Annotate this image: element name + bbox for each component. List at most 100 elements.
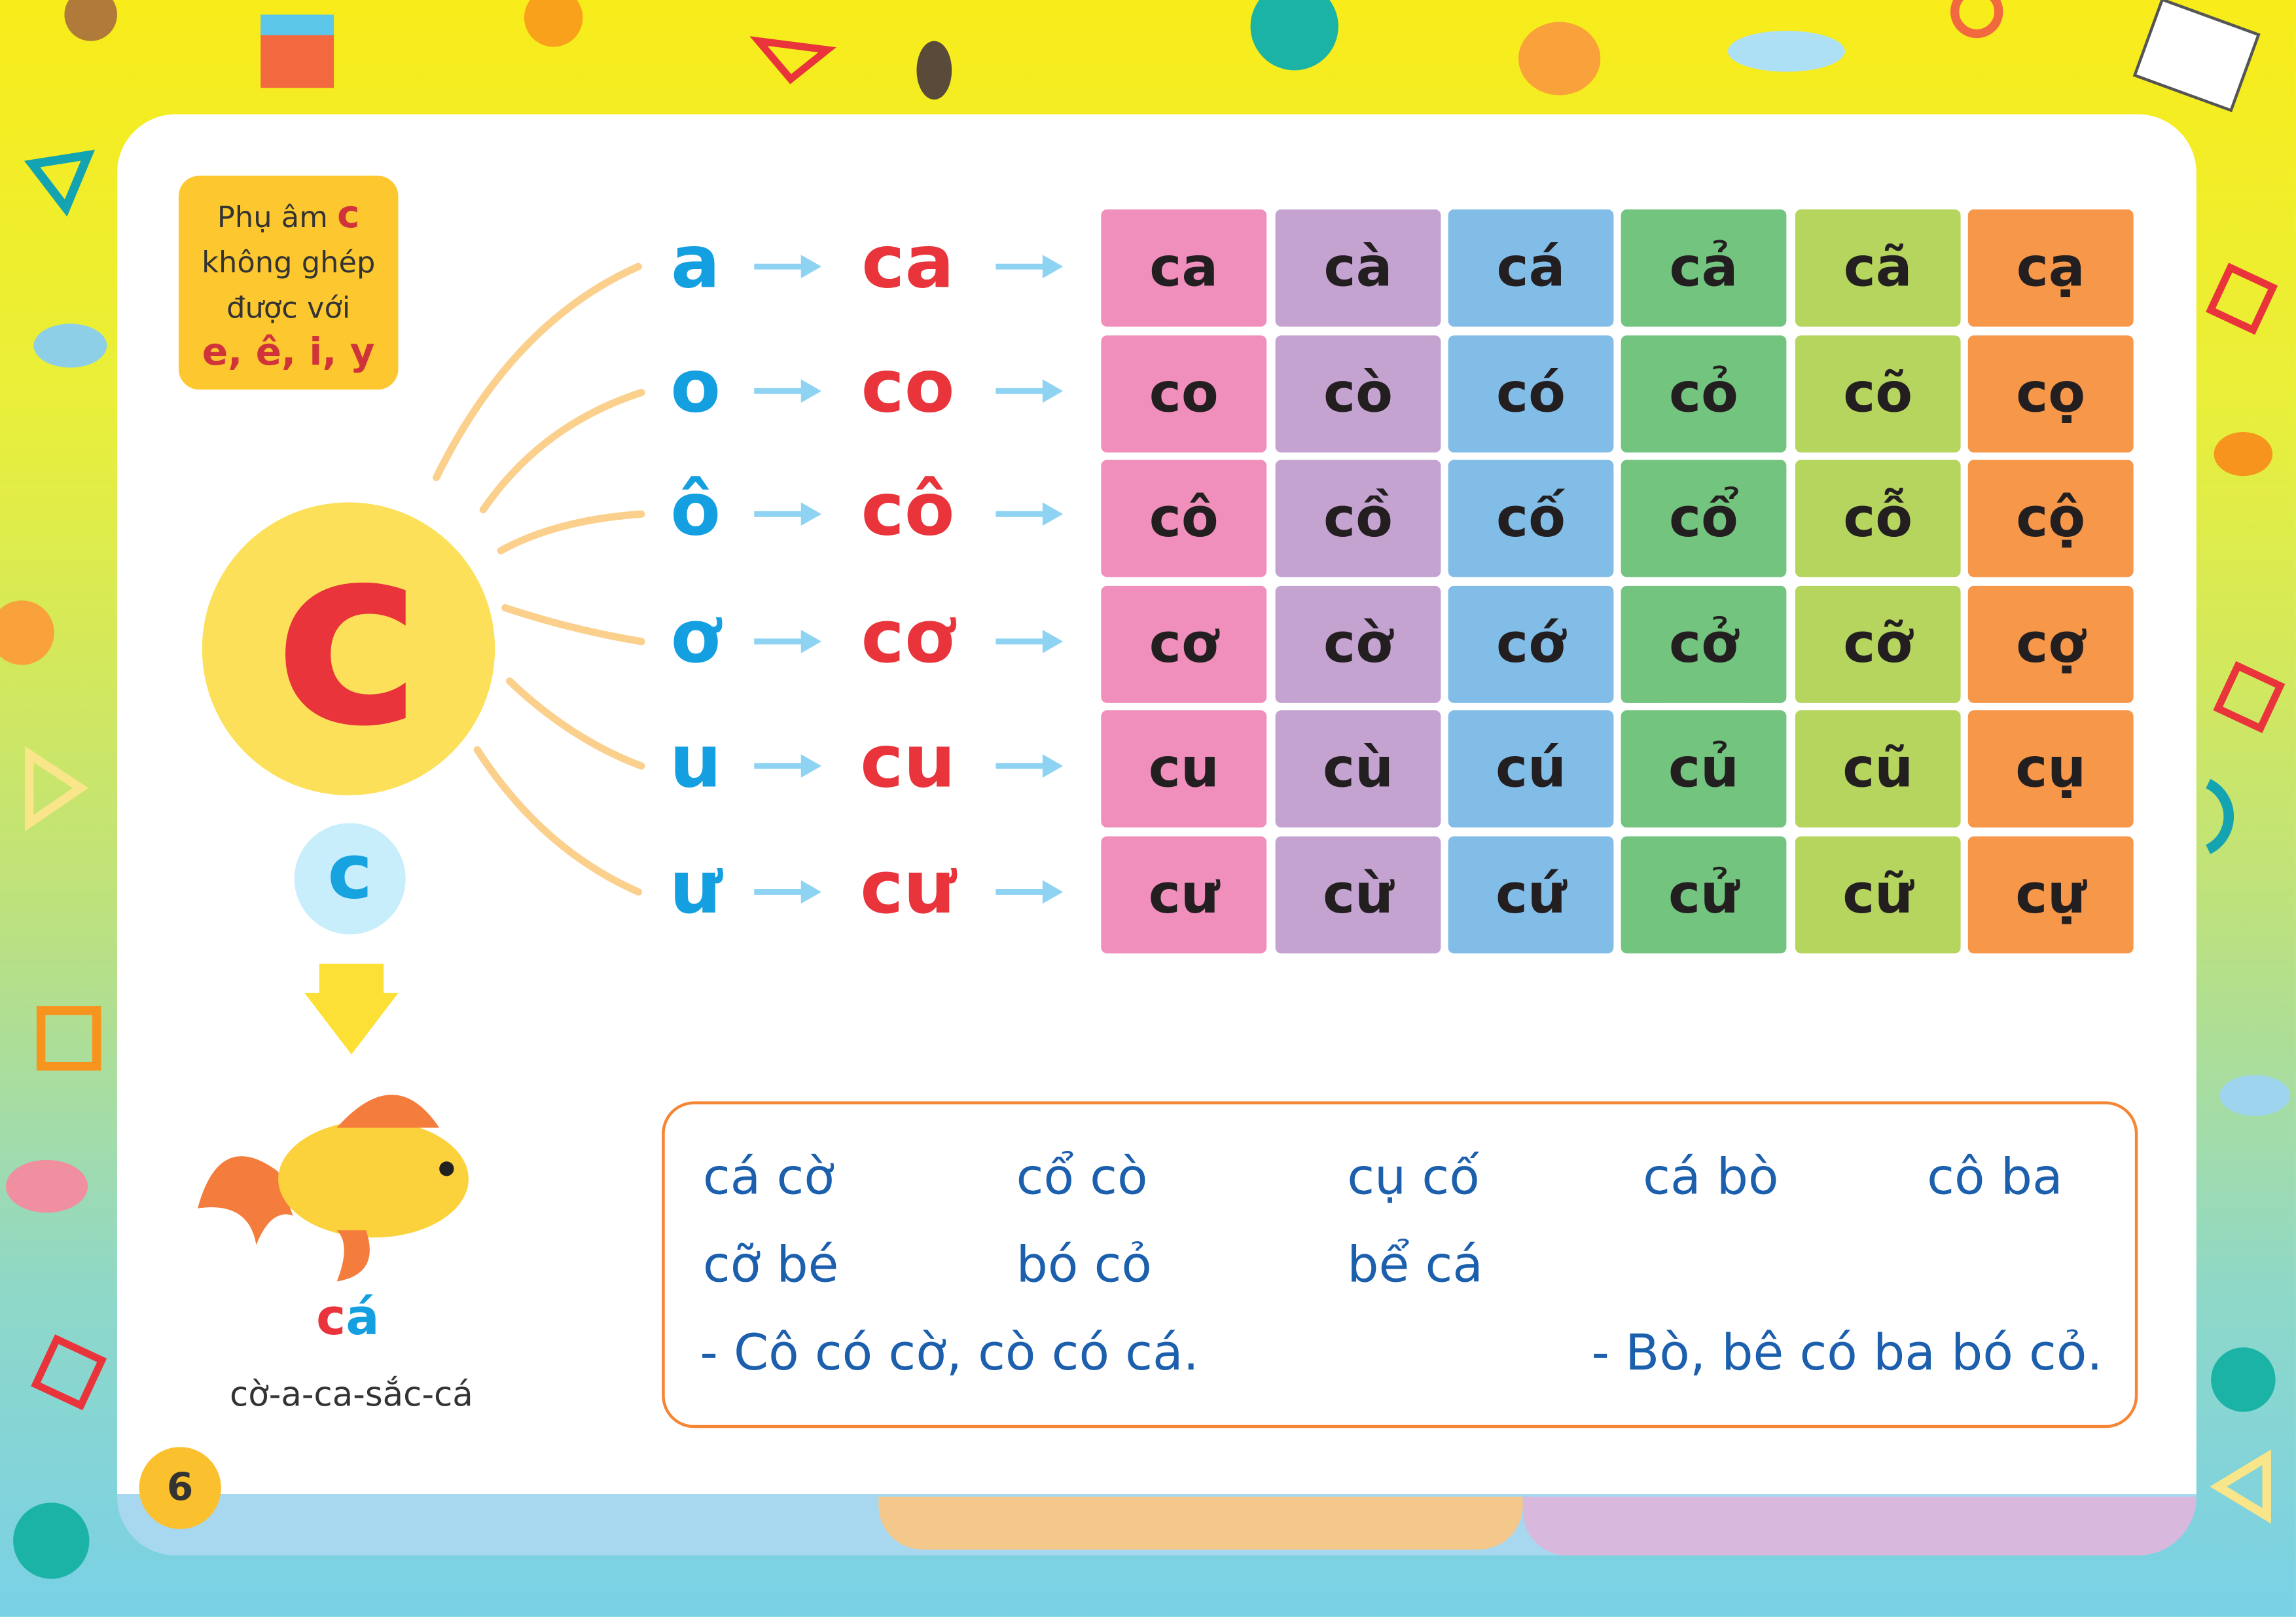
orange-slice-icon xyxy=(13,1502,90,1579)
reading-sentence: - Bò, bê có ba bó cỏ. xyxy=(1591,1324,2103,1383)
spelling: cờ-a-ca-sắc-cá xyxy=(229,1376,473,1415)
tone-cell: cử xyxy=(1621,836,1787,954)
tone-cell: cừ xyxy=(1275,836,1441,954)
book-icon xyxy=(2132,0,2261,113)
tone-cell: cu xyxy=(1101,710,1267,828)
orange-slice-icon xyxy=(0,600,54,665)
excluded-vowels: e, ê, i, y xyxy=(202,331,375,375)
fish-word-rest: á xyxy=(346,1288,380,1348)
right-arrow-icon xyxy=(754,502,822,526)
goldfish-icon xyxy=(198,1095,469,1282)
tone-cell: cổ xyxy=(1621,460,1787,577)
tone-cell: cớ xyxy=(1448,585,1614,703)
tone-cell: cù xyxy=(1275,710,1441,828)
tone-cell: cũ xyxy=(1795,710,1961,828)
square-icon xyxy=(2206,263,2278,335)
syllable: ca xyxy=(861,219,954,305)
bug-icon xyxy=(2214,431,2273,477)
syllable: cô xyxy=(861,467,955,553)
right-arrow-icon xyxy=(754,754,822,778)
vowel: ô xyxy=(670,467,721,553)
vowel: u xyxy=(669,719,722,805)
reading-word: cỡ bé xyxy=(702,1236,839,1295)
branch-arrow xyxy=(497,510,645,554)
square-icon xyxy=(2213,661,2286,733)
butterfly-icon xyxy=(5,1159,88,1213)
tone-cell: cô xyxy=(1101,460,1267,577)
right-arrow-icon xyxy=(754,629,822,653)
triangle-icon xyxy=(24,149,96,217)
triangle-icon xyxy=(25,746,89,832)
right-arrow-icon xyxy=(996,754,1064,778)
vowel: o xyxy=(670,344,721,429)
tone-cell: ca xyxy=(1101,209,1267,327)
tone-cell: cứ xyxy=(1448,836,1614,954)
vowel: a xyxy=(670,219,721,305)
tone-cell: cú xyxy=(1448,710,1614,828)
tone-cell: có xyxy=(1448,335,1614,453)
reading-word: cụ cố xyxy=(1347,1148,1480,1207)
butterfly-icon xyxy=(1518,22,1601,96)
arc-icon xyxy=(2206,778,2234,854)
tone-cell: cọ xyxy=(1967,335,2134,453)
big-letter-circle: c xyxy=(202,501,495,795)
syllable: cư xyxy=(860,845,956,930)
tone-cell: cạ xyxy=(1967,209,2134,327)
tone-cell: cự xyxy=(1967,836,2134,954)
tone-cell: co xyxy=(1101,335,1267,453)
right-arrow-icon xyxy=(754,255,822,279)
tone-cell: cụ xyxy=(1967,710,2134,828)
note-text: Phụ âm xyxy=(217,199,338,234)
right-arrow-icon xyxy=(996,629,1064,653)
down-arrow-icon xyxy=(304,964,399,1055)
branch-arrow xyxy=(473,746,643,896)
orange-slice-icon xyxy=(2211,1347,2276,1412)
alphabet-block-icon xyxy=(260,14,334,88)
reading-sentence: - Cô có cờ, cò có cá. xyxy=(700,1324,1199,1383)
syllable: cu xyxy=(860,719,956,805)
reading-word: cô ba xyxy=(1927,1148,2063,1207)
cloud-icon xyxy=(33,323,107,368)
reading-word: cá bò xyxy=(1643,1148,1779,1207)
right-arrow-icon xyxy=(754,880,822,904)
branch-arrow xyxy=(433,263,643,481)
vowel: ư xyxy=(669,845,722,930)
triangle-icon xyxy=(749,36,836,84)
fish-word-consonant: c xyxy=(316,1288,346,1348)
reading-word: cá cờ xyxy=(702,1148,834,1207)
tone-cell: cở xyxy=(1621,585,1787,703)
tone-cell: cờ xyxy=(1275,585,1441,703)
branch-arrow xyxy=(501,604,645,645)
tone-cell: cà xyxy=(1275,209,1441,327)
tone-cell: cỗ xyxy=(1795,460,1961,577)
bug-icon xyxy=(916,41,952,100)
branch-arrow xyxy=(505,677,645,770)
fish-word: cá xyxy=(264,1289,432,1347)
tone-cell: cã xyxy=(1795,209,1961,327)
square-icon xyxy=(31,1334,107,1411)
syllable: co xyxy=(861,344,955,429)
vowel: ơ xyxy=(670,594,721,680)
tone-cell: cơ xyxy=(1101,585,1267,703)
tone-cell: cố xyxy=(1448,460,1614,577)
cloud-icon xyxy=(2219,1075,2290,1116)
reading-word: bể cá xyxy=(1347,1236,1483,1295)
tone-cell: cồ xyxy=(1275,460,1441,577)
triangle-icon xyxy=(2210,1449,2271,1524)
tone-cell: cả xyxy=(1621,209,1787,327)
reading-box: cá cờ cổ cò cụ cố cá bò cô ba cỡ bé bó c… xyxy=(662,1101,2138,1428)
branch-arrow xyxy=(479,388,645,514)
syllable: cơ xyxy=(861,594,955,680)
orange-slice-icon xyxy=(524,0,583,47)
right-arrow-icon xyxy=(996,379,1064,403)
right-arrow-icon xyxy=(996,880,1064,904)
tone-cell: cá xyxy=(1448,209,1614,327)
tone-cell: cỏ xyxy=(1621,335,1787,453)
rule-note: Phụ âm c không ghép được với e, ê, i, y xyxy=(178,175,399,390)
note-text: được với xyxy=(226,289,351,325)
tone-cell: cữ xyxy=(1795,836,1961,954)
bottom-band-orange xyxy=(878,1497,1523,1550)
right-arrow-icon xyxy=(996,255,1064,279)
